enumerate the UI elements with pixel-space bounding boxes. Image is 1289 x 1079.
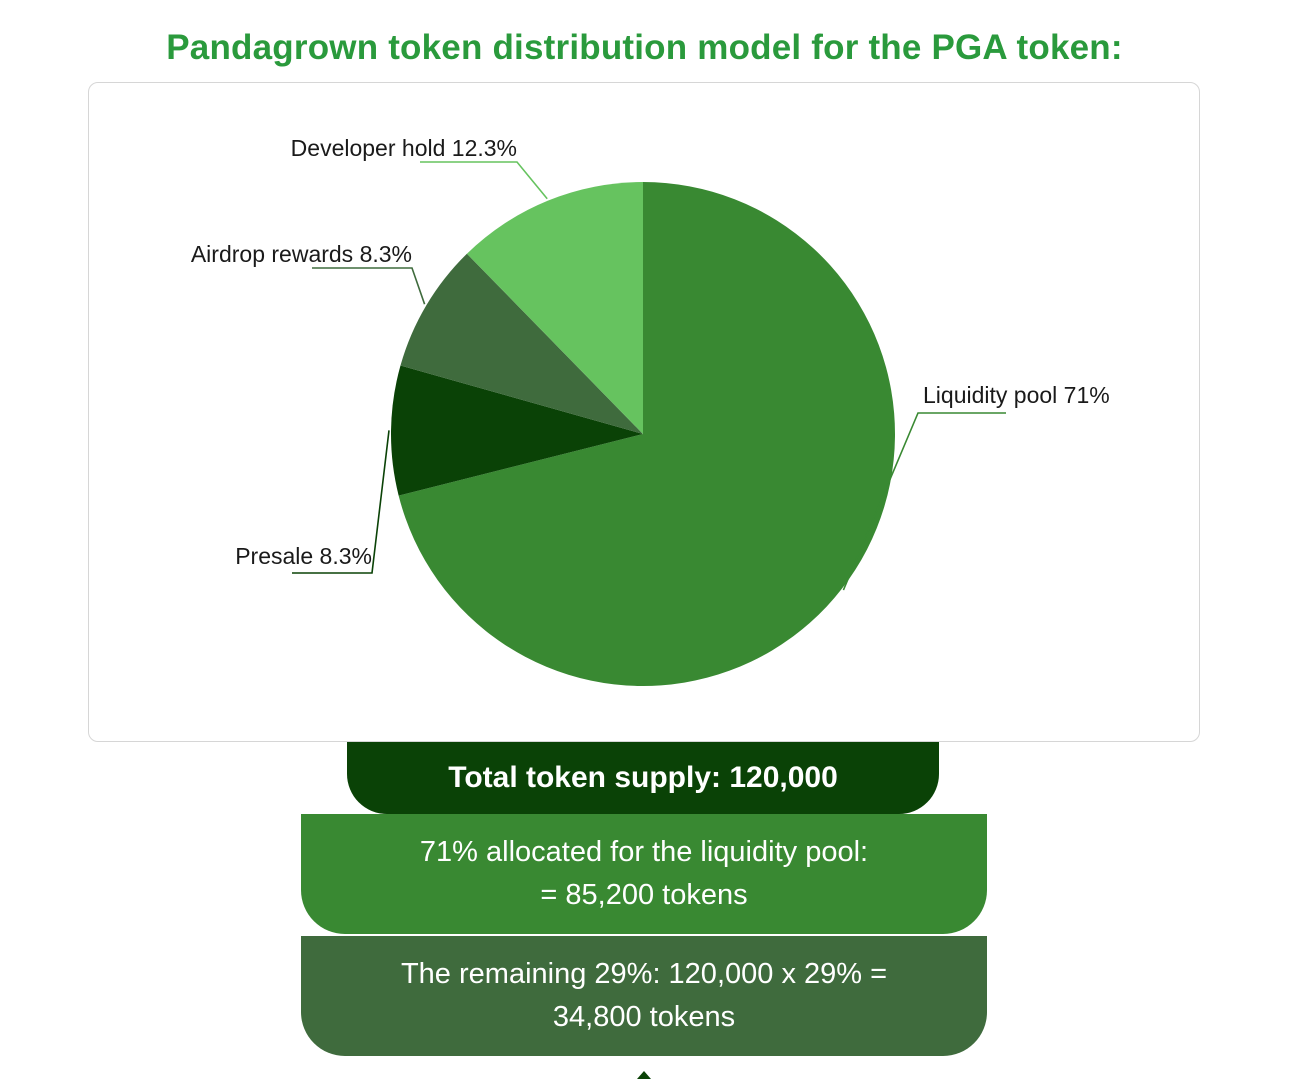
slice-label: Presale 8.3% xyxy=(235,543,372,569)
pie-slice xyxy=(466,182,643,434)
slice-label: Developer hold 12.3% xyxy=(291,135,517,161)
liquidity-allocation-line-2: = 85,200 tokens xyxy=(540,879,748,911)
down-arrow-icon xyxy=(637,1071,651,1079)
pie-slice xyxy=(400,253,643,434)
leader-line xyxy=(312,267,426,305)
liquidity-allocation-line-1: 71% allocated for the liquidity pool: xyxy=(419,836,869,868)
page-title: Pandagrown token distribution model for … xyxy=(166,28,1123,67)
slice-label: Airdrop rewards 8.3% xyxy=(191,241,412,267)
leader-line xyxy=(292,430,390,574)
total-supply-box: Total token supply: 120,000 xyxy=(347,742,939,814)
pie-slice xyxy=(398,182,896,687)
liquidity-allocation-box: 71% allocated for the liquidity pool: = … xyxy=(301,814,987,934)
pie-slice xyxy=(391,365,643,496)
total-supply-text: Total token supply: 120,000 xyxy=(448,761,838,794)
remaining-allocation-line-2: 34,800 tokens xyxy=(552,1001,736,1033)
remaining-allocation-box: The remaining 29%: 120,000 x 29% = 34,80… xyxy=(301,936,987,1056)
leader-line xyxy=(420,161,548,200)
slice-label: Liquidity pool 71% xyxy=(923,382,1110,408)
remaining-allocation-line-1: The remaining 29%: 120,000 x 29% = xyxy=(400,958,888,990)
pie-chart: Liquidity pool 71% Presale 8.3% Airdrop re… xyxy=(191,135,1110,687)
leader-line xyxy=(842,412,1006,591)
